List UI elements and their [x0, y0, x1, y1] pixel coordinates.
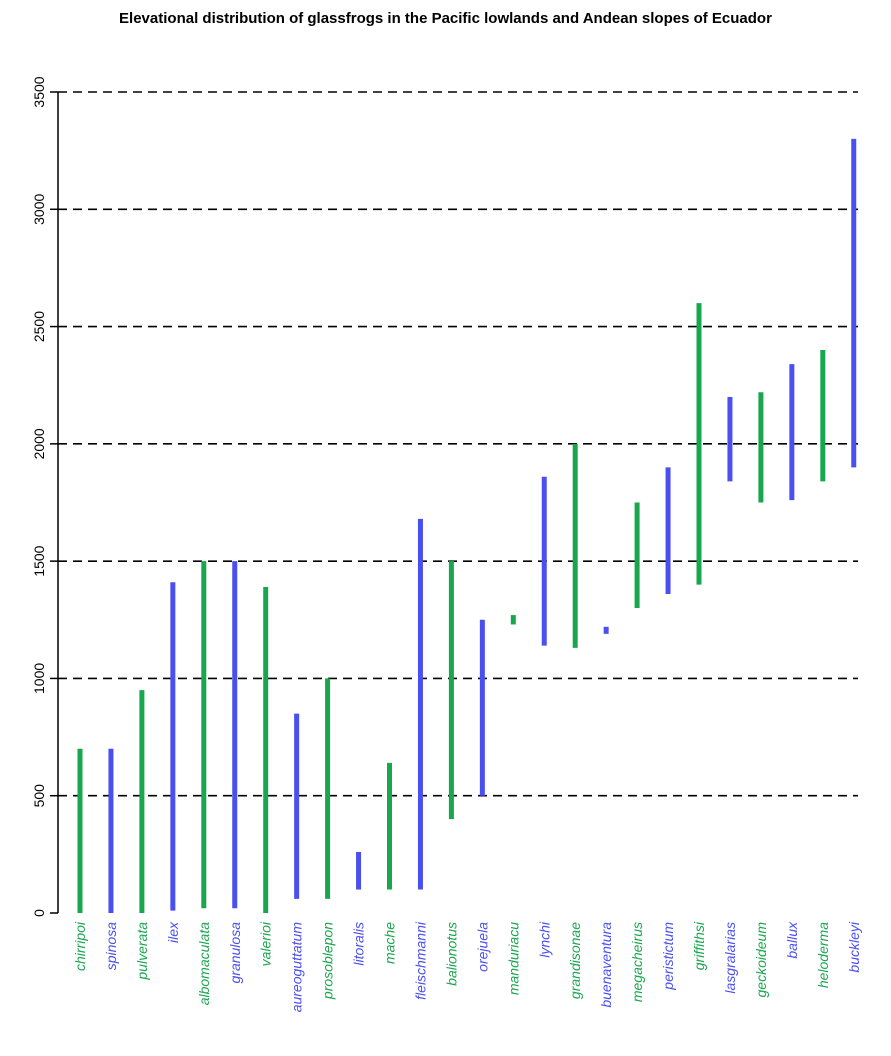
category-label-prosoblepon: prosoblepon	[320, 922, 336, 1000]
grid-lines	[58, 91, 858, 797]
category-label-lynchi: lynchi	[536, 921, 552, 958]
category-label-granulosa: granulosa	[227, 922, 243, 984]
category-label-peristictum: peristictum	[660, 922, 676, 991]
y-tick-label-1000: 1000	[31, 663, 47, 694]
category-label-heloderma: heloderma	[815, 922, 831, 988]
category-label-balionotus: balionotus	[443, 922, 459, 986]
category-label-griffithsi: griffithsi	[691, 921, 707, 970]
y-tick-label-3500: 3500	[31, 76, 47, 107]
category-label-megacheirus: megacheirus	[629, 922, 645, 1002]
category-label-chirripoi: chirripoi	[72, 921, 88, 971]
range-bars	[77, 138, 857, 913]
category-label-buenaventura: buenaventura	[598, 922, 614, 1008]
category-label-orejuela: orejuela	[474, 922, 490, 972]
category-label-lasgralarias: lasgralarias	[722, 922, 738, 994]
category-label-ilex: ilex	[165, 921, 181, 943]
y-tick-label-500: 500	[31, 784, 47, 808]
category-labels: chirripoi spinosa pulverata ilex albomaculat…	[72, 921, 862, 1012]
category-label-albomaculata: albomaculata	[196, 922, 212, 1005]
y-tick-label-0: 0	[31, 909, 47, 917]
y-tick-label-2000: 2000	[31, 428, 47, 459]
y-axis: 0 500 1000 1500 2000 2500 3000 3500	[31, 76, 59, 917]
category-label-pulverata: pulverata	[134, 922, 150, 981]
category-label-spinosa: spinosa	[103, 922, 119, 970]
y-tick-label-1500: 1500	[31, 545, 47, 576]
category-label-valerioi: valerioi	[258, 921, 274, 966]
category-label-buckleyi: buckleyi	[846, 921, 862, 972]
category-label-geckoideum: geckoideum	[753, 922, 769, 998]
chart-title: Elevational distribution of glassfrogs i…	[119, 10, 772, 27]
category-label-fleischmanni: fleischmanni	[412, 921, 428, 1000]
category-label-aureoguttatum: aureoguttatum	[289, 922, 305, 1013]
category-label-grandisonae: grandisonae	[567, 922, 583, 999]
category-label-litoralis: litoralis	[351, 922, 367, 966]
y-tick-label-3000: 3000	[31, 194, 47, 225]
category-label-mache: mache	[382, 922, 398, 964]
category-label-ballux: ballux	[784, 921, 800, 959]
category-label-manduriacu: manduriacu	[505, 922, 521, 995]
y-tick-label-2500: 2500	[31, 311, 47, 342]
